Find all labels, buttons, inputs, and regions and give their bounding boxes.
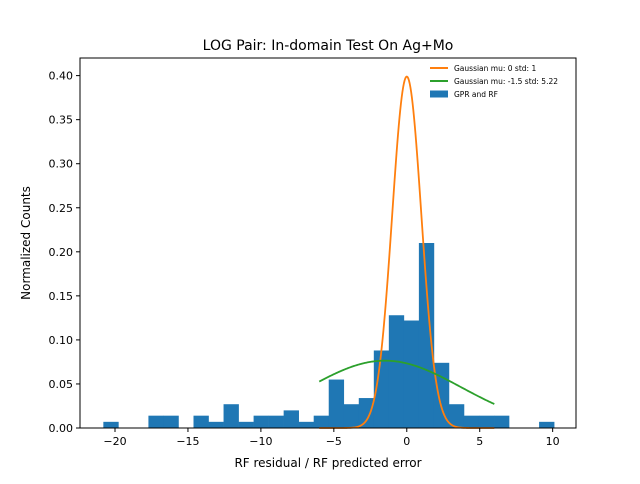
histogram-bar xyxy=(418,243,435,428)
chart-legend: Gaussian mu: 0 std: 1 Gaussian mu: -1.5 s… xyxy=(430,64,558,99)
histogram-bar xyxy=(373,350,390,428)
histogram-bar xyxy=(223,404,239,428)
histogram-bar xyxy=(148,415,164,428)
x-tick-label: −10 xyxy=(249,435,272,448)
gaussian-curve-2 xyxy=(318,359,495,405)
histogram-bar xyxy=(328,379,345,428)
x-tick-label: −15 xyxy=(176,435,199,448)
histogram-bar xyxy=(463,415,480,428)
x-axis-ticks: −20 −15 −10 −5 0 5 10 xyxy=(103,428,560,448)
chart-title: LOG Pair: In-domain Test On Ag+Mo xyxy=(203,38,454,54)
histogram-bar xyxy=(478,415,495,428)
y-tick-label: 0.20 xyxy=(49,246,74,259)
histogram-bar xyxy=(268,415,284,428)
legend-label: Gaussian mu: -1.5 std: 5.22 xyxy=(454,77,558,86)
x-tick-label: 0 xyxy=(403,435,410,448)
legend-swatch xyxy=(430,90,448,98)
histogram-bar xyxy=(494,415,510,428)
y-tick-label: 0.25 xyxy=(49,202,74,215)
y-tick-label: 0.15 xyxy=(49,290,74,303)
x-tick-label: 10 xyxy=(546,435,560,448)
y-axis-label: Normalized Counts xyxy=(19,186,33,300)
histogram-bar xyxy=(298,421,315,428)
histogram-bar xyxy=(208,421,224,428)
histogram-bar xyxy=(388,315,405,428)
y-tick-label: 0.05 xyxy=(49,378,74,391)
histogram-bar xyxy=(343,404,360,428)
histogram-bar xyxy=(539,421,555,428)
y-tick-label: 0.35 xyxy=(49,114,74,127)
x-tick-label: 5 xyxy=(476,435,483,448)
histogram-bar xyxy=(253,415,269,428)
histogram-bar xyxy=(448,404,465,428)
x-axis-label: RF residual / RF predicted error xyxy=(234,456,421,470)
x-tick-label: −20 xyxy=(103,435,126,448)
histogram-bar xyxy=(193,415,209,428)
histogram-bar xyxy=(238,421,254,428)
histogram-bars xyxy=(103,243,555,428)
y-tick-label: 0.00 xyxy=(49,422,74,435)
histogram-bar xyxy=(358,398,375,428)
y-tick-label: 0.10 xyxy=(49,334,74,347)
histogram-bar xyxy=(313,415,330,428)
histogram-bar xyxy=(403,320,420,428)
plot-frame xyxy=(79,57,577,429)
x-tick-label: −5 xyxy=(326,435,342,448)
histogram-bar xyxy=(283,410,299,428)
legend-label: Gaussian mu: 0 std: 1 xyxy=(454,64,536,73)
histogram-bar xyxy=(103,421,119,428)
y-axis-ticks: 0.00 0.05 0.10 0.15 0.20 0.25 0.30 0.35 0.40 xyxy=(49,70,80,435)
y-tick-label: 0.40 xyxy=(49,70,74,83)
histogram-bar xyxy=(163,415,179,428)
legend-label: GPR and RF xyxy=(454,90,498,99)
histogram-bar xyxy=(433,362,450,428)
y-tick-label: 0.30 xyxy=(49,158,74,171)
